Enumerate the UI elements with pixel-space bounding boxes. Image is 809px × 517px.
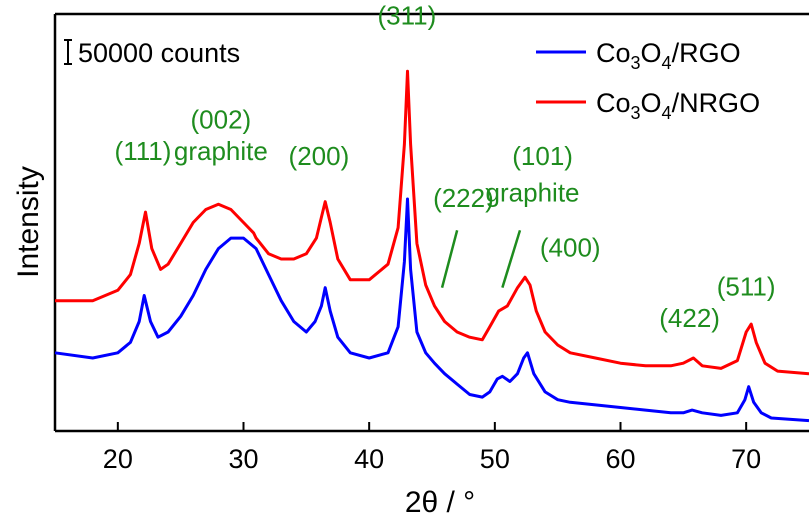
x-tick-label: 30 (228, 444, 258, 474)
pointer-layer (440, 229, 522, 289)
scale-bar: 50000 counts (64, 38, 240, 68)
y-axis-title: Intensity (12, 166, 45, 278)
peak-annotation: (511) (717, 271, 776, 301)
x-tick-label: 20 (103, 444, 133, 474)
peak-annotation: (200) (289, 141, 350, 171)
peak-annotation: (111) (115, 136, 172, 166)
x-tick-label: 60 (605, 444, 635, 474)
series-layer (54, 69, 809, 423)
peak-annotation: graphite (486, 178, 580, 208)
peak-annotation: (400) (540, 232, 601, 262)
peak-annotation: (222) (433, 183, 494, 213)
plot-frame (53, 12, 809, 433)
legend-label-rgo: Co3O4/RGO (596, 38, 741, 73)
x-tick-label: 40 (354, 444, 384, 474)
scale-bar-label: 50000 counts (78, 38, 240, 68)
peak-annotation: (002) (191, 105, 252, 135)
peak-annotation: (101) (512, 141, 573, 171)
peak-annotation: graphite (174, 136, 268, 166)
legend: Co3O4/RGO Co3O4/NRGO (536, 38, 760, 123)
x-ticks: 20 30 40 50 60 70 (103, 422, 761, 474)
legend-label-nrgo: Co3O4/NRGO (596, 88, 760, 123)
x-axis-title: 2θ / ° (405, 486, 475, 517)
series-line-0 (54, 197, 809, 423)
peak-annotation: (311) (377, 0, 436, 30)
x-tick-label: 70 (731, 444, 761, 474)
annotation-pointer-line (440, 230, 459, 288)
peak-annotation: (422) (659, 303, 720, 333)
x-tick-label: 50 (480, 444, 510, 474)
series-line-1 (55, 69, 809, 376)
annotation-layer: (111)(002)graphite (200)(311)(222)(101)gr… (115, 0, 776, 332)
annotation-pointer-line (501, 229, 522, 289)
